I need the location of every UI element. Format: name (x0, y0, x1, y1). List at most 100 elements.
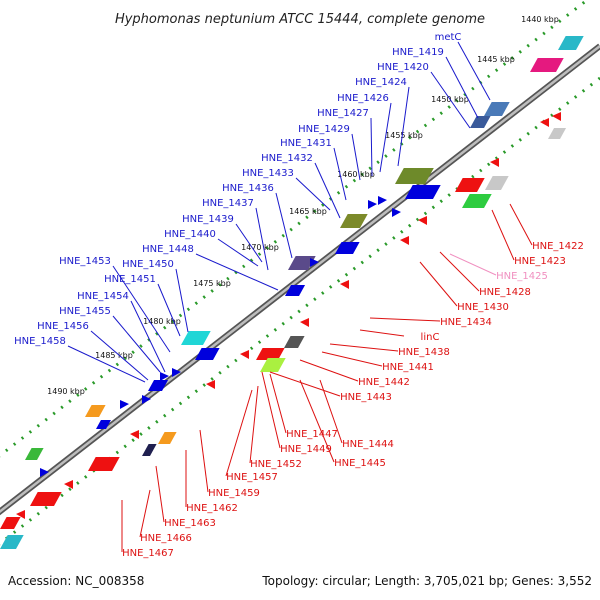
scale-label: 1490 kbp (47, 387, 85, 396)
forward-gene-block (395, 168, 434, 184)
forward-leader-line (217, 238, 259, 267)
reverse-gene-block (485, 176, 509, 190)
forward-gene-labels: metC HNE_1419 HNE_1420 HNE_1424 HNE_1426 HNE_… (14, 32, 491, 383)
reverse-gene-label: HNE_1459 (208, 488, 260, 499)
forward-gene-block (181, 331, 211, 345)
forward-gene-block (530, 58, 564, 72)
reverse-gene-label: HNE_1442 (358, 377, 410, 388)
tick-dot-line (0, 76, 600, 546)
forward-gene-arrow (368, 200, 377, 209)
scale-label: 1470 kbp (241, 243, 279, 252)
forward-gene-block (285, 285, 306, 296)
forward-leader-line (295, 177, 331, 211)
forward-leader-line (275, 192, 293, 259)
reverse-leader-line (449, 253, 497, 276)
forward-leader-line (130, 300, 166, 373)
reverse-leader-line (139, 489, 151, 538)
reverse-leader-line (319, 379, 343, 444)
reverse-gene-label: HNE_1466 (140, 533, 192, 544)
forward-leader-line (112, 315, 161, 373)
forward-leader-line (457, 41, 491, 101)
forward-gene-arrow (160, 372, 169, 381)
forward-gene-block (195, 348, 220, 360)
scale-label: 1475 kbp (193, 279, 231, 288)
reverse-gene-arrow (240, 350, 249, 359)
scale-label: 1445 kbp (477, 55, 515, 64)
tick-dot-lines (0, 0, 600, 546)
reverse-gene-arrow (552, 112, 561, 121)
reverse-leader-line (369, 317, 441, 322)
reverse-gene-label: HNE_1445 (334, 458, 386, 469)
map-title: Hyphomonas neptunium ATCC 15444, complet… (115, 12, 485, 27)
reverse-gene-arrow (418, 216, 427, 225)
backbone-highlight (0, 45, 600, 514)
forward-leader-line (430, 71, 471, 129)
forward-gene-block (484, 102, 510, 116)
reverse-leader-line (439, 251, 480, 292)
reverse-leader-line (269, 373, 287, 434)
reverse-gene-block (30, 492, 62, 506)
forward-gene-label: HNE_1453 (59, 256, 111, 267)
forward-leader-line (379, 102, 392, 173)
reverse-gene-arrow (400, 236, 409, 245)
forward-leader-line (255, 207, 269, 271)
forward-gene-label: HNE_1436 (222, 183, 274, 194)
reverse-gene-label: HNE_1463 (164, 518, 216, 529)
forward-gene-label: HNE_1420 (377, 62, 429, 73)
forward-gene-arrow (40, 468, 49, 477)
accession-text: Accession: NC_008358 (8, 574, 144, 588)
reverse-gene-label: HNE_1438 (398, 347, 450, 358)
scale-label: 1485 kbp (95, 351, 133, 360)
reverse-gene-label: HNE_1444 (342, 439, 394, 450)
reverse-gene-arrow (206, 380, 215, 389)
reverse-gene-arrow (340, 280, 349, 289)
reverse-gene-label: HNE_1423 (514, 256, 566, 267)
reverse-gene-block (142, 444, 157, 456)
forward-gene-label: HNE_1450 (122, 259, 174, 270)
reverse-leader-line (269, 371, 341, 397)
forward-gene-block (405, 185, 441, 199)
reverse-gene-label: HNE_1462 (186, 503, 238, 514)
forward-gene-arrow (142, 395, 151, 404)
reverse-gene-arrow (130, 430, 139, 439)
forward-gene-block (85, 405, 106, 417)
reverse-leader-line (261, 371, 281, 449)
reverse-gene-arrow (16, 510, 25, 519)
forward-gene-label: HNE_1439 (182, 214, 234, 225)
forward-leader-line (445, 56, 479, 119)
reverse-gene-label: HNE_1452 (250, 459, 302, 470)
scale-label: 1480 kbp (143, 317, 181, 326)
reverse-leader-line (491, 209, 515, 261)
reverse-gene-label: HNE_1447 (286, 429, 338, 440)
forward-gene-label: HNE_1431 (280, 138, 332, 149)
forward-gene-label: HNE_1433 (242, 168, 294, 179)
reverse-gene-block (284, 336, 305, 348)
reverse-gene-block (455, 178, 485, 192)
forward-gene-block (148, 380, 169, 391)
reverse-leader-line (419, 261, 458, 307)
forward-gene-block (0, 535, 24, 549)
reverse-leader-line (509, 203, 533, 246)
forward-leader-line (333, 147, 347, 201)
reverse-leader-line (299, 359, 359, 382)
tick-dot-line (0, 0, 590, 458)
forward-gene-block (25, 448, 44, 460)
genome-backbone (0, 43, 600, 516)
forward-leader-line (351, 133, 361, 181)
forward-gene-block (335, 242, 360, 254)
forward-gene-arrow (310, 258, 319, 267)
forward-leader-line (314, 162, 341, 219)
forward-gene-label: HNE_1429 (298, 124, 350, 135)
forward-leader-line (157, 283, 181, 337)
forward-gene-label: HNE_1454 (77, 291, 129, 302)
reverse-gene-label: HNE_1430 (457, 302, 509, 313)
topology-summary: Topology: circular; Length: 3,705,021 bp… (261, 574, 592, 588)
reverse-gene-block (256, 348, 285, 360)
reverse-gene-block (548, 128, 567, 139)
forward-gene-arrow (392, 208, 401, 217)
forward-gene-label: metC (435, 32, 462, 43)
reverse-leader-line (359, 329, 405, 337)
forward-gene-block (288, 256, 316, 270)
